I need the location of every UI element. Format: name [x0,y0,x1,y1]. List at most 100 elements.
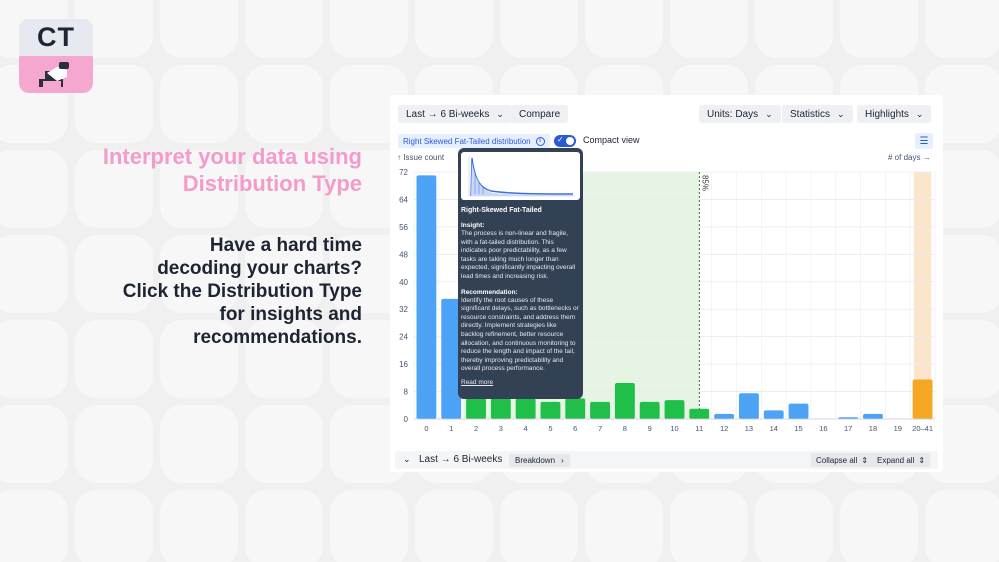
list-settings-icon[interactable]: ☰ [915,133,933,149]
background-tile [0,405,68,483]
headline-line-1: Interpret your data using [102,144,362,169]
chevron-down-icon: ⌄ [765,108,773,119]
breakdown-button[interactable]: Breakdown › [509,454,570,467]
background-tile [75,490,153,562]
background-tile [840,0,918,58]
y-tick-label: 40 [399,278,408,287]
background-tile [585,0,663,58]
expand-all-label: Expand all [877,455,915,465]
highlights-dropdown[interactable]: Highlights ⌄ [857,105,932,123]
x-tick-label: 16 [819,424,827,433]
bar [739,393,759,419]
background-tile [330,0,408,58]
background-tile [245,320,323,398]
x-tick-label: 5 [548,424,552,433]
background-tile [160,235,238,313]
toggle-knob [566,137,574,145]
background-tile [330,235,408,313]
background-tile [245,405,323,483]
breakdown-label: Breakdown [515,456,556,465]
background-tile [160,65,238,143]
period-dropdown-label: Last → 6 Bi-weeks [406,108,490,120]
background-tile [330,150,408,228]
compare-button[interactable]: Compare [511,105,569,123]
background-tile [0,490,68,562]
background-tile [755,0,833,58]
y-tick-label: 48 [399,250,408,259]
bar [466,398,486,419]
bar [788,403,809,419]
units-dropdown-label: Units: Days [707,108,759,120]
background-tile [925,65,999,143]
x-tick-label: 6 [573,424,577,433]
tooltip-title: Right-Skewed Fat-Tailed [461,207,542,214]
subheadline-line-5: recommendations. [193,327,362,348]
collapse-all-button[interactable]: Collapse all ⇕ [811,453,874,467]
x-tick-label: 18 [869,424,877,433]
collapse-all-label: Collapse all [816,455,858,465]
background-tile [925,490,999,562]
chevron-down-icon: ⌄ [496,108,504,119]
chart-panel: Last → 6 Bi-weeks ⌄ Compare Units: Days … [390,95,943,472]
background-tile [500,0,578,58]
background-tile [245,235,323,313]
y-tick-label: 16 [399,360,408,369]
x-tick-label: 10 [670,424,678,433]
bar [515,398,536,419]
subheadline-line-3: Click the Distribution Type [122,281,362,302]
orange-band [913,172,932,419]
x-tick-label: 4 [524,424,528,433]
bar [689,408,710,419]
recommendation-text: Identify the root causes of these signif… [461,296,579,373]
chevron-down-icon: ⌄ [915,108,924,119]
compact-view-label: Compact view [583,135,640,145]
distribution-type-badge[interactable]: Right Skewed Fat-Tailed distribution i [398,134,550,148]
bar [912,379,933,419]
bar [664,400,685,419]
background-tile [160,150,238,228]
background-tile [160,0,238,58]
info-icon[interactable]: i [535,136,545,146]
x-tick-label: 11 [695,424,703,433]
background-tile [0,235,68,313]
background-tile [245,0,323,58]
distribution-tooltip: Right-Skewed Fat-Tailed Insight: The pro… [458,148,583,399]
period-dropdown[interactable]: Last → 6 Bi-weeks ⌄ [398,105,512,123]
subheadline-line-1: Have a hard time [209,235,362,256]
y-tick-label: 8 [404,388,409,397]
x-tick-label: 3 [499,424,503,433]
fat-tail-curve-icon [468,156,575,197]
background-tile [245,150,323,228]
bar [441,298,462,419]
recommendation-heading: Recommendation: [461,288,518,296]
background-tile [585,490,663,562]
distribution-thumbnail [461,152,580,200]
background-tile [925,320,999,398]
x-tick-label: 7 [598,424,602,433]
bar [490,398,511,419]
background-tile [330,65,408,143]
bar [614,382,635,419]
read-more-link[interactable]: Read more [461,378,494,386]
x-tick-label: 12 [720,424,728,433]
app-logo: CT [19,19,93,93]
bar [416,175,437,419]
units-dropdown[interactable]: Units: Days ⌄ [699,105,781,123]
y-tick-label: 64 [399,195,408,204]
statistics-dropdown[interactable]: Statistics ⌄ [782,105,853,123]
chevron-down-icon[interactable]: ⌄ [403,454,411,464]
y-tick-label: 24 [399,333,408,342]
background-tile [75,0,153,58]
x-tick-label: 14 [770,424,778,433]
expand-all-button[interactable]: Expand all ⇕ [872,453,931,467]
distribution-type-label: Right Skewed Fat-Tailed distribution [403,136,531,146]
bar [565,398,586,419]
background-tile [415,0,493,58]
background-tile [415,490,493,562]
bar [639,401,660,419]
compare-button-label: Compare [519,108,561,120]
bar [714,413,735,419]
compact-view-toggle[interactable]: ✓ [554,135,576,147]
group-title: Last → 6 Bi-weeks [419,454,503,465]
background-tile [0,320,68,398]
